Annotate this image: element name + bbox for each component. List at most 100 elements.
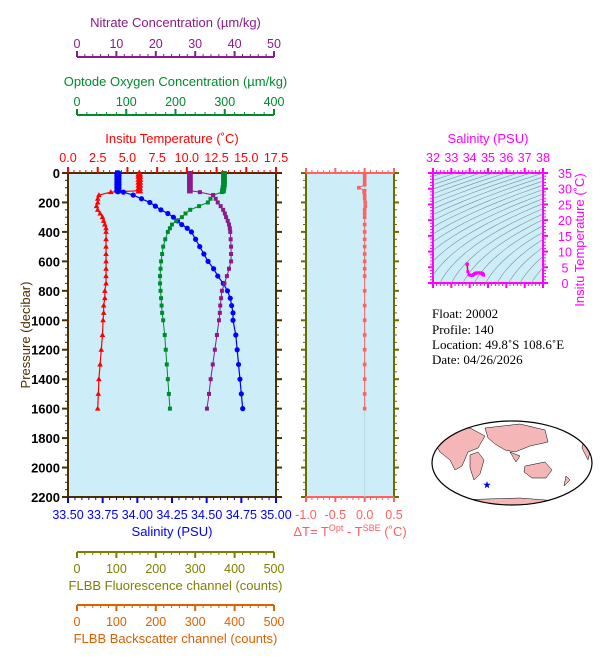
data-point — [230, 317, 236, 323]
data-point — [204, 406, 209, 411]
data-point — [217, 310, 222, 315]
x-tick-label: 500 — [264, 615, 285, 629]
x-tick-label: 300 — [185, 615, 206, 629]
y-tick-label: 0 — [53, 166, 60, 181]
data-point — [362, 180, 367, 184]
data-point — [362, 318, 367, 323]
data-point — [466, 270, 470, 274]
label-part: ΔT= T — [293, 524, 329, 539]
data-point — [210, 362, 215, 367]
location: Location: 49.8˚S 108.6˚E — [432, 337, 564, 352]
landmass — [454, 497, 571, 505]
data-point — [362, 193, 367, 197]
data-point — [135, 186, 144, 194]
axis-bsc: 0 100 200 300 400 500 FLBB Backscatter channel… — [74, 604, 285, 646]
data-point — [163, 237, 168, 242]
data-point — [188, 207, 193, 212]
y-tick-label: 2000 — [31, 461, 60, 476]
y-tick-label: 0 — [562, 277, 569, 291]
data-point — [362, 190, 366, 194]
x-tick-label: 38 — [536, 151, 550, 165]
y-axis-label: Pressure (decibar) — [18, 282, 33, 389]
data-point — [362, 171, 367, 176]
density-contour — [531, 267, 543, 283]
data-point — [167, 226, 172, 231]
x-tick-label: 35.00 — [260, 508, 291, 522]
density-contour — [508, 246, 543, 283]
data-point — [221, 176, 227, 182]
data-point — [197, 244, 203, 250]
x-tick-label: 10 — [109, 37, 123, 51]
data-point — [158, 266, 163, 271]
data-point — [103, 251, 109, 256]
x-tick-label: 34 — [463, 151, 477, 165]
y-axis-label: Insitu Temperature (˚C) — [572, 173, 587, 306]
x-tick-label: 0 — [74, 37, 81, 51]
series-temp — [93, 169, 144, 411]
x-tick-label: 50 — [267, 37, 281, 51]
data-point — [219, 288, 224, 293]
data-point — [120, 189, 127, 195]
data-point — [100, 302, 107, 308]
density-contour — [451, 213, 543, 283]
x-tick-label: 34.75 — [226, 508, 257, 522]
data-point — [362, 303, 367, 308]
axis-fluo: 0 100 200 300 400 500 FLBB Fluorescence channe… — [69, 551, 284, 593]
x-tick-label: 0 — [74, 615, 81, 629]
data-point — [102, 295, 108, 301]
x-tick-label: 300 — [185, 562, 206, 576]
y-tick-label: 2200 — [31, 490, 60, 505]
x-tick-label: 32 — [426, 151, 440, 165]
data-point — [221, 179, 227, 185]
density-contour — [433, 203, 543, 276]
x-tick-label: 20 — [149, 37, 163, 51]
y-tick-label: 400 — [38, 225, 60, 240]
data-point — [97, 210, 103, 216]
data-point — [96, 376, 102, 382]
data-point — [159, 303, 164, 308]
data-point — [213, 196, 218, 201]
data-point — [103, 228, 109, 234]
data-point — [179, 215, 184, 220]
data-point — [362, 237, 367, 242]
data-point — [103, 225, 109, 231]
data-point — [227, 226, 232, 231]
x-tick-label: 15.0 — [234, 151, 258, 165]
data-point — [363, 200, 368, 205]
x-tick-label: 12.5 — [204, 151, 228, 165]
data-point — [100, 217, 107, 223]
data-point — [170, 222, 174, 227]
data-point — [229, 244, 234, 249]
data-point — [362, 182, 367, 187]
x-axis-label: Salinity (PSU) — [448, 131, 529, 146]
data-point — [222, 281, 227, 286]
data-point — [93, 203, 100, 209]
x-axis-label: FLBB Fluorescence channel (counts) — [69, 578, 283, 593]
series-sal — [114, 170, 246, 412]
x-tick-label: 34.50 — [191, 508, 222, 522]
x-axis-label: ΔT= TOpt - TSBE (˚C) — [293, 523, 406, 539]
data-point — [362, 259, 367, 264]
data-point — [103, 280, 109, 286]
star-icon — [483, 481, 491, 489]
data-point — [100, 317, 106, 323]
float-info: Float: 20002 Profile: 140 Location: 49.8… — [432, 306, 564, 367]
data-point — [217, 318, 222, 323]
data-point — [214, 333, 219, 337]
data-point — [201, 251, 207, 257]
x-tick-label: 200 — [145, 615, 166, 629]
data-point — [183, 211, 188, 216]
data-point — [207, 391, 212, 396]
data-point — [163, 347, 168, 352]
data-point — [103, 243, 109, 249]
data-point — [187, 181, 193, 188]
data-point — [94, 195, 101, 201]
data-point — [229, 259, 234, 264]
density-contour — [496, 239, 543, 283]
x-tick-label: 0 — [74, 95, 81, 109]
data-point — [187, 187, 193, 194]
data-point — [362, 347, 367, 352]
data-point — [197, 190, 202, 195]
data-point — [99, 332, 106, 337]
